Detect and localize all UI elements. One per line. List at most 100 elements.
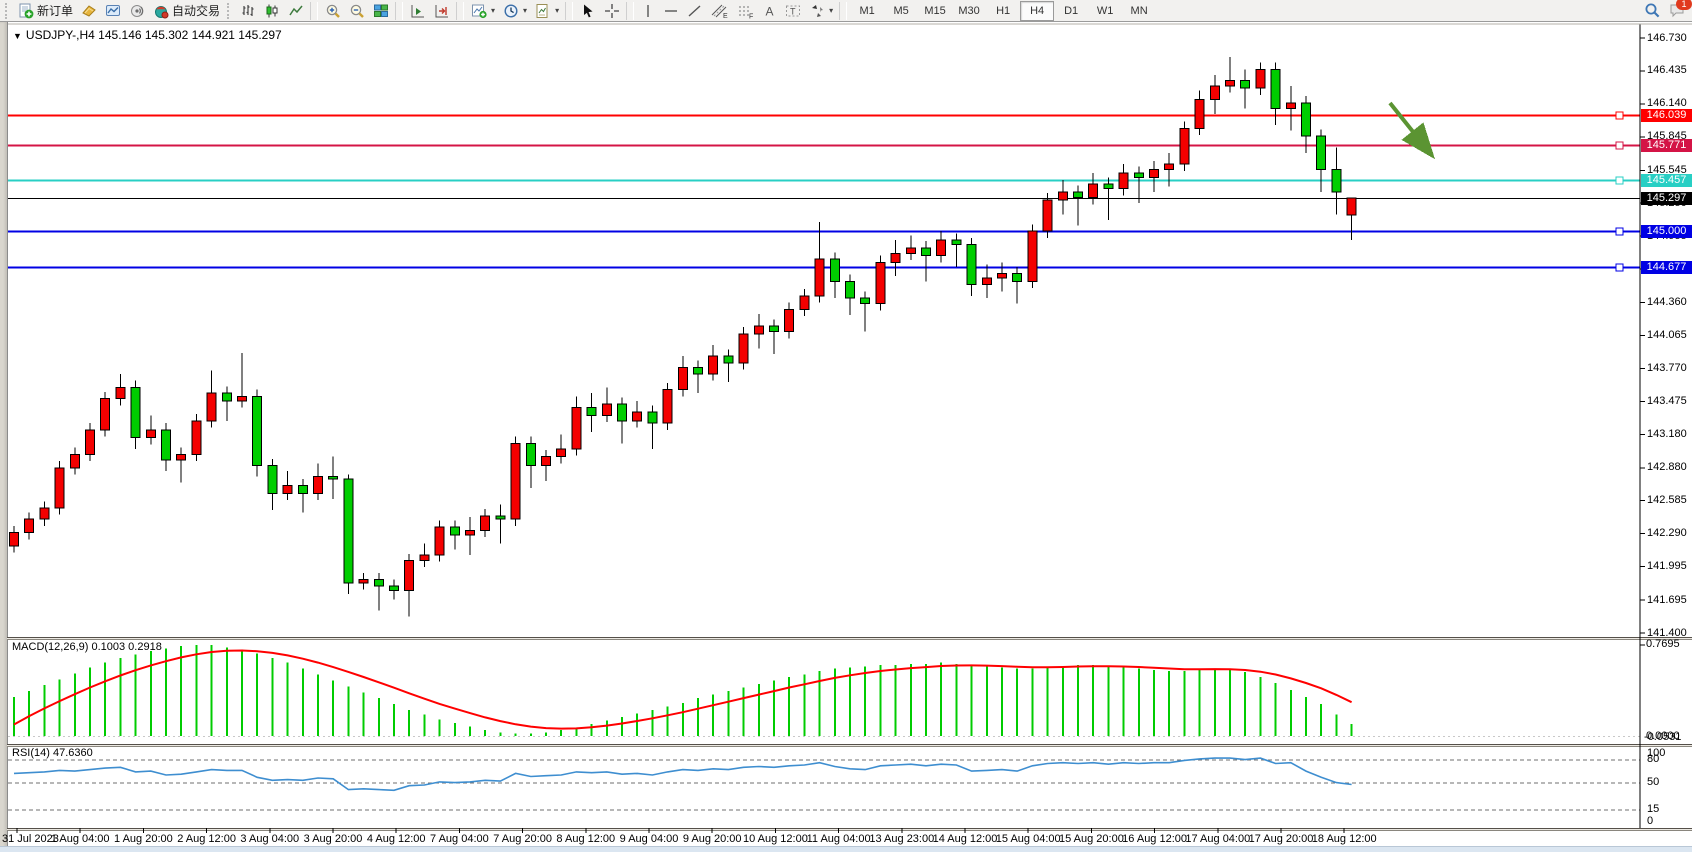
market-watch-button[interactable] — [101, 0, 125, 22]
periods-button[interactable]: ▾ — [499, 0, 531, 22]
candle-body — [9, 532, 19, 547]
main-toolbar: 新订单 自动交易 — [0, 0, 1692, 22]
price-tag-144.677[interactable]: 144.677 — [1641, 260, 1692, 274]
auto-scroll-button[interactable] — [406, 0, 430, 22]
candle-body — [1012, 273, 1023, 282]
candle-body — [1164, 163, 1175, 171]
templates-button[interactable]: ▾ — [531, 0, 563, 22]
vertical-line-button[interactable] — [637, 0, 659, 22]
candle-body — [525, 442, 536, 467]
trendline-button[interactable] — [683, 0, 707, 22]
macd-axis-zero: 0.0000 — [1646, 730, 1680, 742]
chat-icon[interactable]: 1 — [1669, 0, 1692, 19]
x-axis-label: 1 Aug 20:00 — [114, 833, 173, 845]
text-label-button[interactable]: T — [781, 0, 805, 22]
price-tag-145.457[interactable]: 145.457 — [1641, 173, 1692, 187]
macd-axis-min: -0.0531 — [1644, 731, 1682, 743]
equidistant-channel-button[interactable]: E — [707, 0, 733, 22]
timeframe-m30-button[interactable]: M30 — [958, 4, 980, 17]
text-button[interactable]: A — [759, 0, 781, 22]
candle-body — [54, 467, 65, 509]
auto-trading-icon — [153, 3, 169, 19]
zoom-out-button[interactable] — [345, 0, 369, 22]
new-order-button[interactable]: 新订单 — [14, 0, 77, 22]
y-axis-label: 142.880 — [1647, 461, 1687, 474]
toolbar-grip[interactable] — [227, 2, 233, 19]
arrow-objects-button[interactable]: ▾ — [805, 0, 837, 22]
arrow-objects-icon — [809, 3, 825, 19]
indicators-button[interactable]: ▾ — [467, 0, 499, 22]
candle-body — [708, 355, 719, 375]
chart-shift-icon — [434, 3, 450, 19]
line-chart-icon — [288, 3, 304, 19]
toolbar-grip[interactable] — [5, 2, 11, 19]
toolbar-separator — [839, 1, 848, 20]
bar-chart-button[interactable] — [236, 0, 260, 22]
crosshair-button[interactable] — [600, 0, 624, 22]
candle-body — [601, 403, 612, 416]
hline-handle-145.000[interactable] — [1615, 227, 1624, 236]
candle-body — [571, 407, 582, 450]
toolbar-separator — [565, 1, 574, 20]
candle-body — [373, 578, 384, 587]
timeframe-m5-button[interactable]: M5 — [893, 4, 909, 17]
candle-body — [1179, 127, 1190, 165]
tile-windows-button[interactable] — [369, 0, 393, 22]
x-axis-label: 4 Aug 12:00 — [366, 833, 426, 845]
y-axis-label: 141.695 — [1647, 593, 1687, 606]
candle-body — [997, 273, 1007, 279]
candle-body — [617, 403, 627, 422]
hline-handle-146.039[interactable] — [1615, 111, 1624, 120]
rsi-axis-label: 80 — [1647, 753, 1660, 766]
rsi-axis-label: 15 — [1647, 802, 1660, 815]
candle-body — [510, 442, 521, 520]
horizontal-line-button[interactable] — [659, 0, 683, 22]
auto-trading-button[interactable]: 自动交易 — [149, 0, 224, 22]
hline-handle-145.771[interactable] — [1615, 141, 1624, 150]
candle-body — [647, 411, 658, 424]
candle-body — [905, 247, 916, 254]
timeframe-h1-button[interactable]: H1 — [996, 4, 1011, 17]
candle-body — [1103, 183, 1114, 190]
crosshair-icon — [604, 3, 620, 19]
search-icon[interactable] — [1644, 2, 1661, 19]
x-axis-label: 11 Aug 04:00 — [806, 833, 871, 845]
timeframe-mn-button[interactable]: MN — [1130, 4, 1148, 17]
macd-pane-separator[interactable] — [7, 637, 1692, 640]
timeframe-d1-button[interactable]: D1 — [1064, 4, 1079, 17]
rsi-pane-separator[interactable] — [7, 744, 1692, 747]
timeframe-w1-button[interactable]: W1 — [1096, 4, 1114, 17]
timeframe-m1-button[interactable]: M1 — [859, 4, 875, 17]
candlestick-chart-button[interactable] — [260, 0, 284, 22]
candle-body — [39, 507, 50, 520]
fibonacci-button[interactable]: F — [733, 0, 759, 22]
price-tag-145.000[interactable]: 145.000 — [1641, 224, 1692, 238]
price-tag-145.771[interactable]: 145.771 — [1641, 138, 1692, 152]
rsi-indicator-label: RSI(14) 47.6360 — [12, 747, 93, 759]
candle-body — [1255, 68, 1266, 89]
line-chart-button[interactable] — [284, 0, 308, 22]
market-watch-icon — [105, 3, 121, 19]
timeframe-h4-button[interactable]: H4 — [1020, 0, 1055, 21]
trendline-icon — [687, 3, 703, 19]
y-axis-label: 143.180 — [1647, 427, 1687, 440]
cursor-button[interactable] — [576, 0, 600, 22]
styles-button[interactable] — [77, 0, 101, 22]
candle-body — [1194, 98, 1205, 129]
chart-shift-button[interactable] — [430, 0, 454, 22]
candle-body — [267, 465, 278, 494]
candle-body — [1057, 191, 1068, 201]
rsi-line — [13, 757, 1352, 792]
timeframe-m15-button[interactable]: M15 — [924, 4, 946, 17]
toolbar-separator — [456, 1, 465, 20]
hline-handle-144.677[interactable] — [1615, 263, 1624, 272]
symbol-dropdown-icon[interactable]: ▼ — [13, 31, 22, 41]
candle-body — [389, 585, 399, 592]
price-tag-146.039[interactable]: 146.039 — [1641, 108, 1692, 122]
zoom-in-button[interactable] — [321, 0, 345, 22]
signals-button[interactable] — [125, 0, 149, 22]
text-icon: A — [763, 3, 777, 19]
trend-arrow-annotation[interactable] — [1388, 101, 1435, 160]
hline-handle-145.457[interactable] — [1615, 176, 1624, 185]
